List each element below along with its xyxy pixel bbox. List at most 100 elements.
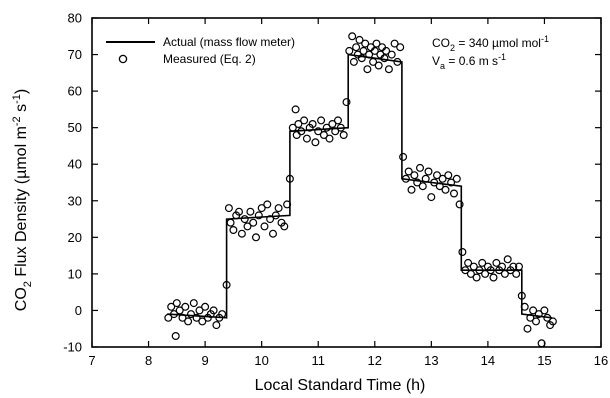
measured-point xyxy=(252,233,261,242)
measured-point xyxy=(178,313,187,322)
y-tick-label: -10 xyxy=(63,340,82,355)
measured-point xyxy=(218,310,227,319)
measured-point xyxy=(222,280,231,289)
y-tick-label: 0 xyxy=(75,303,82,318)
y-tick-label: 70 xyxy=(68,47,82,62)
measured-point xyxy=(266,215,275,224)
measured-point xyxy=(331,127,340,136)
measured-point xyxy=(297,127,306,136)
measured-point xyxy=(229,226,238,235)
measured-point xyxy=(512,269,521,278)
measured-point xyxy=(441,185,450,194)
measured-point xyxy=(260,222,269,231)
measured-point xyxy=(348,32,357,41)
measured-point xyxy=(447,178,456,187)
measured-point xyxy=(164,313,173,322)
measured-point xyxy=(187,310,196,319)
measured-point xyxy=(393,57,402,66)
annotation-co2: CO2 = 340 µmol mol-1 xyxy=(432,34,549,53)
measured-point xyxy=(472,273,481,282)
measured-point xyxy=(382,46,391,55)
actual-step-line xyxy=(167,53,552,319)
measured-point xyxy=(184,317,193,326)
measured-point xyxy=(427,193,436,202)
measured-point xyxy=(478,258,487,267)
measured-point xyxy=(363,65,372,74)
measured-point xyxy=(418,182,427,191)
y-tick-label: 10 xyxy=(68,266,82,281)
measured-point xyxy=(280,222,289,231)
x-tick-label: 15 xyxy=(537,353,551,368)
axis-ticks xyxy=(91,17,602,348)
measured-point xyxy=(339,131,348,140)
measured-point xyxy=(461,266,470,275)
measured-point xyxy=(271,211,280,220)
measured-point xyxy=(224,204,233,213)
y-tick-labels: -10 0 10 20 30 40 50 60 70 80 xyxy=(63,11,82,355)
measured-point xyxy=(325,134,334,143)
measured-point xyxy=(529,306,538,315)
x-tick-label: 11 xyxy=(311,353,325,368)
measured-point xyxy=(263,200,272,209)
x-tick-label: 10 xyxy=(254,353,268,368)
measured-point xyxy=(294,119,303,128)
y-tick-label: 20 xyxy=(68,230,82,245)
measured-point xyxy=(430,178,439,187)
measured-point xyxy=(486,266,495,275)
measured-point xyxy=(514,262,523,271)
measured-point xyxy=(198,317,207,326)
measured-point xyxy=(175,306,184,315)
measured-point xyxy=(274,204,283,213)
measured-point xyxy=(466,269,475,278)
measured-point xyxy=(201,302,210,311)
measured-point xyxy=(357,54,366,63)
measured-point xyxy=(235,207,244,216)
annotation-velocity: Va = 0.6 m s-1 xyxy=(432,52,506,71)
measured-point xyxy=(322,123,331,132)
measured-point xyxy=(195,306,204,315)
measured-point xyxy=(390,39,399,48)
measured-point xyxy=(345,46,354,55)
measured-point xyxy=(352,43,361,52)
measured-point xyxy=(189,299,198,308)
x-tick-label: 13 xyxy=(424,353,438,368)
x-axis-title: Local Standard Time (h) xyxy=(255,377,426,394)
measured-point xyxy=(226,218,235,227)
measured-point xyxy=(370,46,379,55)
y-tick-label: 30 xyxy=(68,193,82,208)
measured-point xyxy=(302,134,311,143)
x-tick-labels: 7 8 9 10 11 12 13 14 15 16 xyxy=(88,353,608,368)
measured-point xyxy=(500,269,509,278)
measured-point xyxy=(534,310,543,319)
measured-point xyxy=(396,43,405,52)
measured-point xyxy=(314,127,323,136)
measured-point xyxy=(257,204,266,213)
measured-point xyxy=(285,174,294,183)
measured-point xyxy=(380,54,389,63)
legend-circle-marker xyxy=(118,54,128,64)
measured-point xyxy=(438,174,447,183)
measured-point xyxy=(489,273,498,282)
x-tick-label: 7 xyxy=(88,353,95,368)
measured-point xyxy=(170,310,179,319)
measured-point xyxy=(435,182,444,191)
measured-point xyxy=(503,255,512,264)
y-tick-label: 60 xyxy=(68,84,82,99)
measured-point xyxy=(328,119,337,128)
measured-point xyxy=(413,178,422,187)
measured-point xyxy=(365,50,374,59)
y-axis-title-group: CO2 Flux Density (µmol m-2 s-1) xyxy=(11,89,34,311)
measured-point xyxy=(416,163,425,172)
measured-point xyxy=(359,46,368,55)
measured-point xyxy=(240,215,249,224)
measured-point xyxy=(401,174,410,183)
measured-point xyxy=(455,200,464,209)
legend: Actual (mass flow meter) Measured (Eq. 2… xyxy=(106,35,295,66)
measured-point xyxy=(369,57,378,66)
measured-point xyxy=(407,185,416,194)
plot-frame xyxy=(91,17,602,348)
legend-label-actual: Actual (mass flow meter) xyxy=(163,35,295,49)
measured-point xyxy=(537,339,546,348)
measured-series xyxy=(164,32,557,348)
